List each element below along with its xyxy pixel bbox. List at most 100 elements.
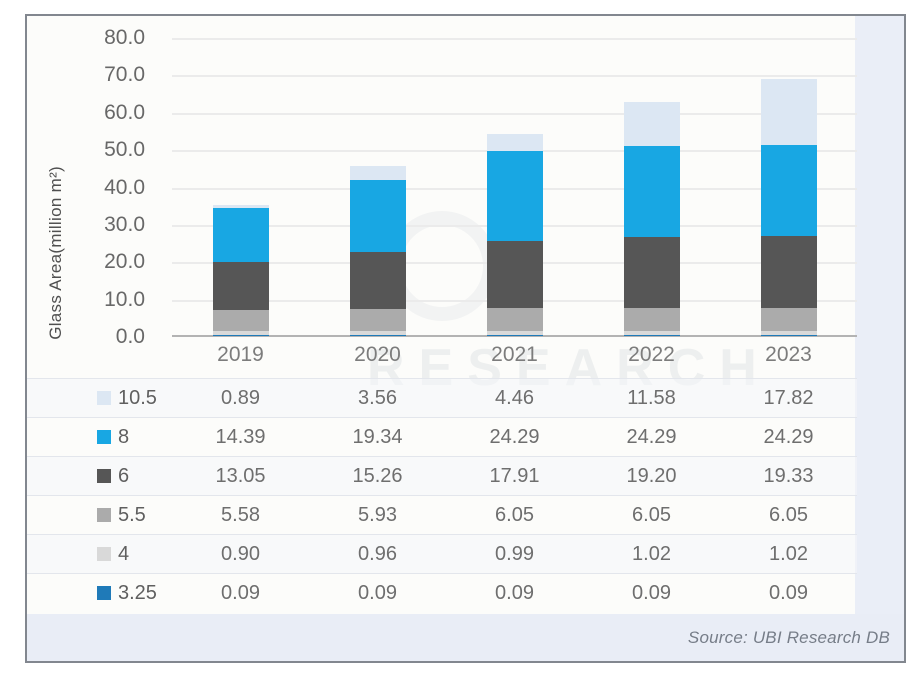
table-value: 0.09 [769, 581, 808, 604]
y-tick-label: 0.0 [115, 325, 145, 348]
table-value: 19.33 [763, 464, 814, 487]
bar-segment-gen5.5 [486, 308, 543, 331]
gridline [172, 75, 857, 78]
legend-cell: 6 [27, 465, 172, 488]
table-value: 11.58 [627, 386, 676, 409]
table-value: 6.05 [632, 503, 671, 526]
table-value: 1.02 [632, 542, 671, 565]
legend-cell: 5.5 [27, 504, 172, 527]
y-tick-label: 60.0 [104, 100, 145, 124]
legend-swatch-icon [97, 391, 111, 405]
table-value: 19.20 [626, 464, 677, 487]
plot-area [172, 38, 857, 337]
table-value: 17.91 [489, 464, 540, 487]
table-value: 1.02 [769, 542, 808, 565]
bar-segment-gen8 [623, 145, 680, 237]
table-row-gen5.5: 5.5 5.58 5.93 6.05 6.05 6.05 [27, 495, 857, 534]
legend-swatch-icon [97, 430, 111, 444]
bar-slot-2019 [172, 38, 309, 335]
table-value: 0.09 [495, 581, 534, 604]
table-value: 4.46 [495, 386, 534, 409]
bar-segment-gen6 [486, 241, 543, 309]
table-value: 24.29 [626, 425, 677, 448]
table-value: 0.89 [221, 386, 260, 409]
table-value: 0.99 [495, 542, 534, 565]
stacked-bar-2021 [486, 38, 543, 335]
legend-cell: 10.5 [27, 387, 172, 410]
x-axis-label-2020: 2020 [354, 343, 401, 366]
bar-segment-gen6 [760, 236, 817, 309]
bar-slot-2020 [309, 38, 446, 335]
bar-segment-gen6 [349, 251, 406, 309]
gridline [172, 112, 857, 115]
y-tick-label: 40.0 [104, 175, 145, 199]
bar-segment-gen4 [349, 331, 406, 335]
table-value: 0.09 [221, 581, 260, 604]
y-tick-label: 10.0 [104, 287, 145, 311]
x-axis-label-2021: 2021 [491, 343, 538, 366]
table-value: 0.09 [358, 581, 397, 604]
chart-area: Glass Area(million m²) 80.0 70.0 60.0 50.0 4… [27, 16, 904, 376]
legend-label: 5.5 [118, 503, 146, 526]
bar-slot-2022 [583, 38, 720, 335]
table-value: 5.58 [221, 503, 260, 526]
legend-cell: 8 [27, 426, 172, 449]
legend-cell: 3.25 [27, 582, 172, 605]
legend-swatch-icon [97, 586, 111, 600]
legend-label: 10.5 [118, 386, 157, 409]
bar-slot-2023 [720, 38, 857, 335]
bar-segment-gen4 [212, 331, 269, 335]
legend-cell: 4 [27, 543, 172, 566]
table-value: 15.26 [352, 464, 403, 487]
bar-segment-gen8 [212, 207, 269, 262]
table-value: 6.05 [495, 503, 534, 526]
x-axis-spacer [27, 343, 172, 377]
bar-segment-gen6 [623, 236, 680, 309]
table-value: 0.09 [632, 581, 671, 604]
y-tick-label: 70.0 [104, 63, 145, 87]
legend-swatch-icon [97, 547, 111, 561]
right-margin-strip [855, 16, 904, 661]
bar-segment-gen8 [486, 150, 543, 242]
table-row-gen4: 4 0.90 0.96 0.99 1.02 1.02 [27, 534, 857, 573]
table-value: 5.93 [358, 503, 397, 526]
stacked-bar-2020 [349, 38, 406, 335]
bar-segment-gen10.5 [486, 134, 543, 151]
table-row-gen10.5: 10.5 0.89 3.56 4.46 11.58 17.82 [27, 378, 857, 417]
legend-swatch-icon [97, 508, 111, 522]
x-axis-label-2023: 2023 [765, 343, 812, 366]
bar-segment-gen5.5 [349, 308, 406, 332]
stacked-bar-2022 [623, 38, 680, 335]
bar-segment-gen10.5 [623, 102, 680, 146]
bar-segment-gen10.5 [349, 166, 406, 180]
bar-segment-gen5.5 [623, 308, 680, 331]
bar-segment-gen10.5 [212, 204, 269, 208]
x-axis-label-2019: 2019 [217, 343, 264, 366]
table-value: 0.90 [221, 542, 260, 565]
y-tick-label: 30.0 [104, 212, 145, 236]
bars-layer [172, 38, 857, 335]
stacked-bar-2023 [760, 38, 817, 335]
y-tick-label: 20.0 [104, 250, 145, 274]
legend-label: 6 [118, 464, 130, 487]
legend-label: 3.25 [118, 581, 157, 604]
table-row-gen6: 6 13.05 15.26 17.91 19.20 19.33 [27, 456, 857, 495]
table-row-gen3.25: 3.25 0.09 0.09 0.09 0.09 0.09 [27, 573, 857, 612]
bar-slot-2021 [446, 38, 583, 335]
y-tick-label: 80.0 [104, 26, 145, 49]
table-value: 3.56 [358, 386, 397, 409]
x-axis-label-2022: 2022 [628, 343, 675, 366]
stacked-bar-2019 [212, 38, 269, 335]
table-row-gen8: 8 14.39 19.34 24.29 24.29 24.29 [27, 417, 857, 456]
table-value: 13.05 [215, 464, 266, 487]
bar-segment-gen4 [486, 330, 543, 335]
bar-segment-gen4 [623, 330, 680, 335]
bar-segment-gen5.5 [212, 310, 269, 332]
table-value: 24.29 [763, 425, 814, 448]
bar-segment-gen5.5 [760, 308, 817, 331]
table-value: 0.96 [358, 542, 397, 565]
table-value: 19.34 [352, 425, 403, 448]
bar-segment-gen10.5 [760, 78, 817, 146]
bar-segment-gen8 [349, 179, 406, 252]
